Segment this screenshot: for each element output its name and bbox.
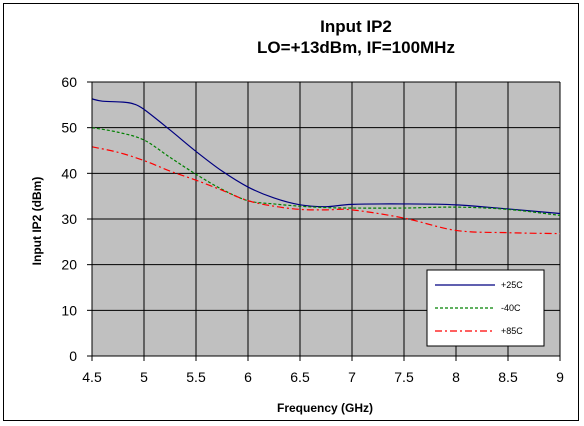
x-tick-label: 6.5: [290, 369, 310, 385]
y-tick-label: 50: [61, 120, 77, 136]
chart-title: Input IP2: [320, 17, 392, 36]
x-tick-labels: 4.5 5 5.5 6 6.5 7 7.5 8 8.5 9: [82, 369, 564, 385]
y-tick-label: 40: [61, 165, 77, 181]
series-line-40c: [91, 127, 561, 216]
x-tick-label: 6: [244, 369, 252, 385]
legend-label: -40C: [501, 303, 521, 313]
x-tick-label: 8.5: [498, 369, 518, 385]
x-tick-label: 9: [556, 369, 564, 385]
legend: +25C -40C +85C: [426, 269, 545, 347]
y-tick-label: 10: [61, 302, 77, 318]
series-line-25c: [91, 98, 561, 215]
y-tick-labels: 0 10 20 30 40 50 60: [61, 74, 77, 364]
y-tick-label: 60: [61, 74, 77, 90]
x-axis-label: Frequency (GHz): [277, 401, 373, 415]
x-tick-label: 5: [140, 369, 148, 385]
gridlines: [92, 81, 561, 356]
x-tick-label: 4.5: [82, 369, 102, 385]
chart-subtitle: LO=+13dBm, IF=100MHz: [257, 38, 455, 57]
legend-label: +85C: [501, 326, 523, 336]
x-tick-label: 8: [452, 369, 460, 385]
series-layer: [91, 98, 561, 235]
y-tick-label: 20: [61, 257, 77, 273]
y-tick-label: 30: [61, 211, 77, 227]
x-tick-label: 7: [348, 369, 356, 385]
y-axis-label: Input IP2 (dBm): [30, 177, 44, 266]
x-tick-label: 7.5: [394, 369, 414, 385]
legend-label: +25C: [501, 280, 523, 290]
series-line-85c: [91, 146, 561, 235]
x-tick-label: 5.5: [186, 369, 206, 385]
y-tick-label: 0: [69, 348, 77, 364]
axes: [87, 81, 561, 361]
